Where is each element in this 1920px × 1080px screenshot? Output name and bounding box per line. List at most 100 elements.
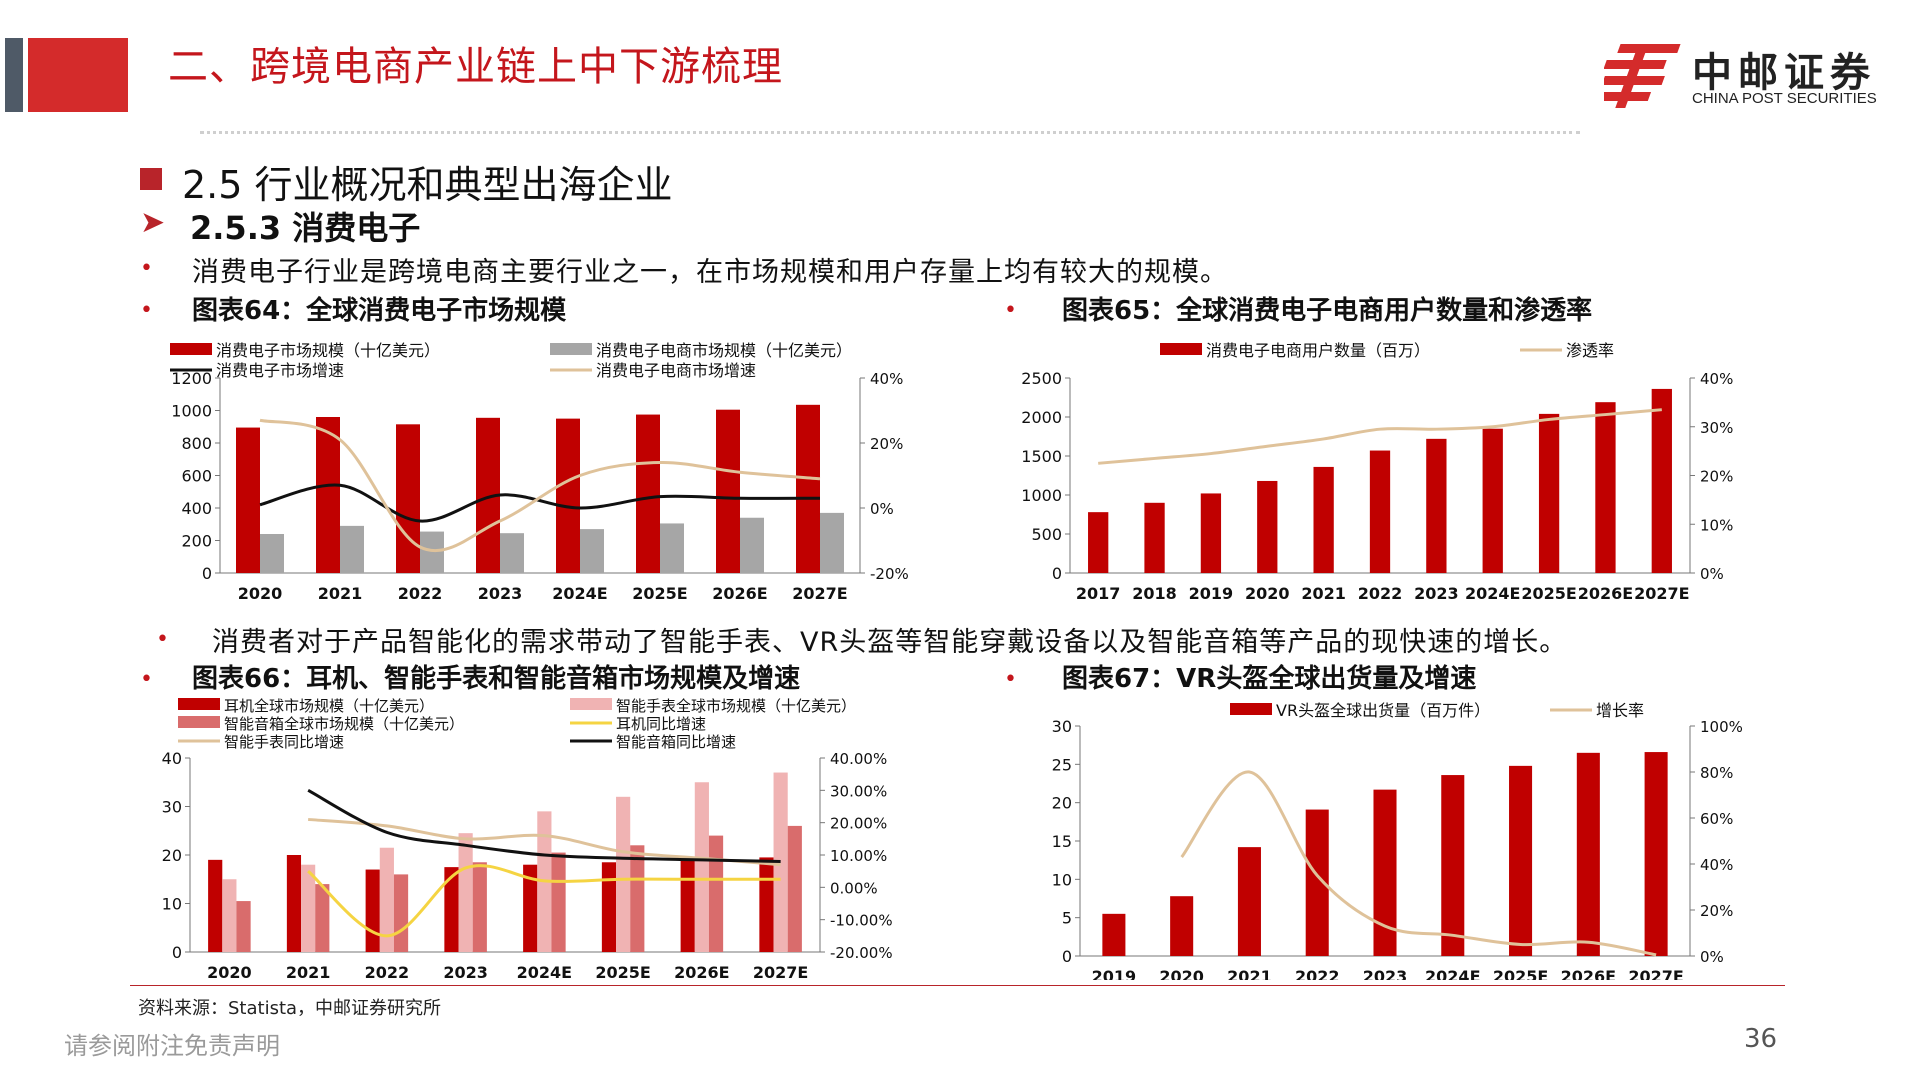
bar bbox=[1144, 502, 1165, 573]
series-line bbox=[1180, 770, 1657, 957]
x-tick-label: 2023 bbox=[1414, 584, 1459, 603]
y-tick-label: 2000 bbox=[1021, 408, 1062, 427]
bar bbox=[1237, 847, 1261, 956]
bullet-icon: • bbox=[140, 667, 153, 692]
legend-label: VR头盔全球出货量（百万件） bbox=[1276, 701, 1490, 720]
y-tick-label: 5 bbox=[1062, 909, 1072, 928]
series-line bbox=[1098, 408, 1662, 465]
legend-label: 渗透率 bbox=[1566, 341, 1614, 360]
x-tick-label: 2023 bbox=[443, 963, 488, 980]
legend-label: 耳机同比增速 bbox=[616, 715, 706, 733]
y-tick-label: 25 bbox=[1052, 755, 1072, 774]
arrow-right-icon: ➤ bbox=[140, 205, 166, 240]
bar bbox=[601, 862, 617, 952]
bar bbox=[396, 424, 420, 573]
y2-tick-label: 0% bbox=[1700, 565, 1724, 583]
chart-fig65: 消费电子电商用户数量（百万） 渗透率 0 500 1000 1500 2000 2500 0% 1… bbox=[1021, 341, 1733, 603]
series-line bbox=[308, 817, 781, 867]
logo-text-cn: 中邮证券 bbox=[1692, 50, 1876, 96]
x-tick-label: 2027E bbox=[792, 584, 847, 603]
legend-swatch bbox=[170, 343, 212, 355]
legend-label: 增长率 bbox=[1596, 701, 1644, 720]
bar bbox=[660, 523, 684, 573]
bar bbox=[616, 796, 631, 952]
figure-title-66: 图表66：耳机、智能手表和智能音箱市场规模及增速 bbox=[192, 664, 801, 694]
y2-tick-label: 100% bbox=[1700, 718, 1743, 736]
x-tick-label: 2027E bbox=[1634, 584, 1689, 603]
page-title: 二、跨境电商产业链上中下游梳理 bbox=[168, 44, 783, 90]
bar bbox=[315, 884, 330, 952]
y2-tick-label: 40% bbox=[1700, 370, 1733, 388]
y2-tick-label: -10.00% bbox=[830, 912, 893, 930]
y-tick-label: 200 bbox=[181, 532, 212, 551]
legend-label: 消费电子电商用户数量（百万） bbox=[1206, 341, 1430, 360]
bar bbox=[773, 772, 788, 952]
x-tick-label: 2019 bbox=[1092, 967, 1137, 980]
figure-title-65: 图表65：全球消费电子电商用户数量和渗透率 bbox=[1062, 296, 1593, 326]
series-line bbox=[259, 418, 821, 553]
header-accent-red bbox=[28, 38, 128, 112]
y-tick-label: 0 bbox=[202, 564, 212, 583]
y2-tick-label: 30.00% bbox=[830, 782, 887, 800]
y2-tick-label: 20% bbox=[1700, 468, 1733, 486]
x-tick-label: 2020 bbox=[1245, 584, 1290, 603]
y2-tick-label: 0.00% bbox=[830, 879, 878, 897]
bar bbox=[680, 859, 695, 952]
y-tick-label: 0 bbox=[172, 943, 182, 962]
bar bbox=[1538, 413, 1560, 573]
bar bbox=[580, 529, 604, 573]
bar bbox=[1373, 789, 1397, 956]
x-tick-label: 2021 bbox=[286, 963, 331, 980]
footer-divider bbox=[130, 985, 1785, 986]
legend-label: 耳机全球市场规模（十亿美元） bbox=[224, 697, 434, 715]
bar bbox=[556, 418, 580, 573]
bullet-text-2: 消费者对于产品智能化的需求带动了智能手表、VR头盔等智能穿戴设备以及智能音箱等产… bbox=[212, 627, 1568, 658]
x-tick-label: 2026E bbox=[712, 584, 767, 603]
bar bbox=[1257, 480, 1278, 573]
x-tick-label: 2026E bbox=[674, 963, 729, 980]
source-note: 资料来源：Statista，中邮证券研究所 bbox=[138, 998, 442, 1019]
header-divider bbox=[200, 131, 1580, 134]
x-tick-label: 2023 bbox=[1363, 967, 1408, 980]
disclaimer-text: 请参阅附注免责声明 bbox=[64, 1032, 280, 1060]
legend-label: 智能音箱全球市场规模（十亿美元） bbox=[224, 715, 464, 733]
bar bbox=[523, 864, 538, 952]
y2-tick-label: 20% bbox=[870, 435, 903, 453]
bar bbox=[260, 534, 284, 573]
x-tick-label: 2025E bbox=[1493, 967, 1548, 980]
series-line bbox=[307, 864, 781, 938]
series-line bbox=[307, 789, 781, 863]
bar bbox=[340, 525, 364, 573]
figure-title-64: 图表64：全球消费电子市场规模 bbox=[192, 296, 567, 326]
bar bbox=[740, 517, 764, 573]
y-tick-label: 800 bbox=[181, 434, 212, 453]
x-tick-label: 2024E bbox=[552, 584, 607, 603]
bar bbox=[551, 852, 566, 952]
y-tick-label: 15 bbox=[1052, 832, 1072, 851]
chart-fig66: 耳机全球市场规模（十亿美元） 智能手表全球市场规模（十亿美元） 智能音箱全球市场规模… bbox=[162, 697, 893, 980]
legend-swatch bbox=[1230, 703, 1272, 715]
y2-tick-label: 30% bbox=[1700, 419, 1733, 437]
bar bbox=[1305, 809, 1329, 956]
y2-tick-label: -20% bbox=[870, 565, 909, 583]
bar bbox=[444, 867, 459, 952]
x-tick-label: 2021 bbox=[1301, 584, 1346, 603]
bar bbox=[1595, 402, 1616, 573]
series-line bbox=[259, 483, 821, 523]
bar bbox=[630, 845, 645, 952]
y-tick-label: 1000 bbox=[1021, 486, 1062, 505]
x-tick-label: 2026E bbox=[1561, 967, 1616, 980]
legend-swatch bbox=[178, 716, 220, 728]
y-tick-label: 10 bbox=[1052, 870, 1072, 889]
legend-swatch bbox=[1160, 343, 1202, 355]
x-tick-label: 2025E bbox=[632, 584, 687, 603]
x-tick-label: 2018 bbox=[1132, 584, 1177, 603]
y2-tick-label: 10% bbox=[1700, 516, 1733, 534]
logo-text-en: CHINA POST SECURITIES bbox=[1692, 90, 1877, 107]
section-title: 2.5 行业概况和典型出海企业 bbox=[182, 163, 673, 207]
bar bbox=[500, 533, 524, 573]
bar bbox=[472, 862, 487, 952]
bar bbox=[694, 782, 709, 952]
header-accent-gray bbox=[5, 38, 23, 112]
x-tick-label: 2024E bbox=[1425, 967, 1480, 980]
